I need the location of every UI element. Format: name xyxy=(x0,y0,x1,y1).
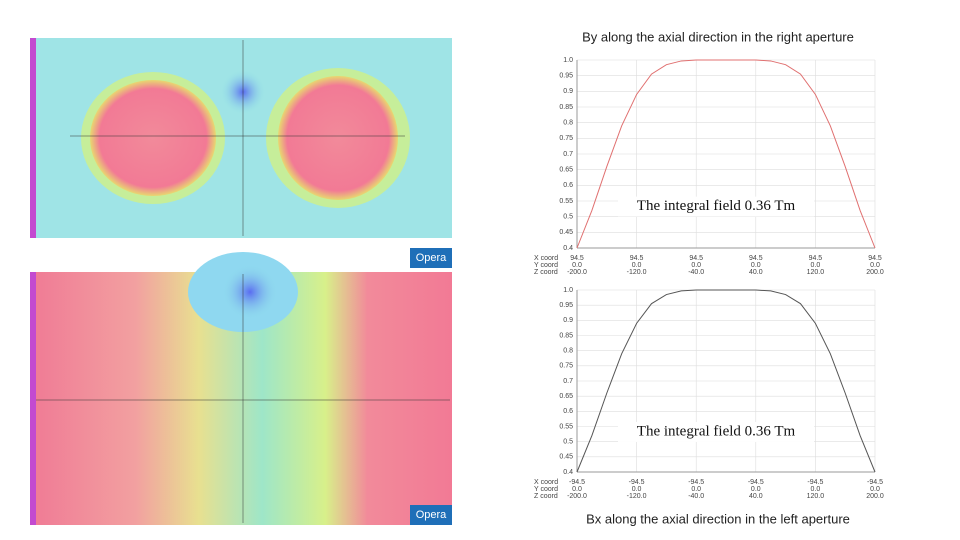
y-tick-label: 0.7 xyxy=(563,151,573,158)
x-row-name: Y coord xyxy=(534,486,558,493)
x-tick-row-label: 0.0 xyxy=(691,262,701,269)
y-tick-label: 0.75 xyxy=(559,135,573,142)
x-tick-row-label: 94.5 xyxy=(689,255,703,262)
x-tick-label: 120.0 xyxy=(807,269,825,276)
annotation-bg xyxy=(618,196,814,217)
x-tick-label: -200.0 xyxy=(567,269,587,276)
x-tick-row-label: -94.5 xyxy=(569,479,585,486)
y-tick-label: 0.55 xyxy=(559,198,573,205)
x-tick-row-label: 94.5 xyxy=(570,255,584,262)
y-tick-label: 0.85 xyxy=(559,104,573,111)
x-tick-row-label: 0.0 xyxy=(632,262,642,269)
x-row-name: X coord xyxy=(534,479,558,486)
x-tick-label: 200.0 xyxy=(866,269,884,276)
x-row-name: Y coord xyxy=(534,262,558,269)
x-tick-label: -120.0 xyxy=(627,269,647,276)
y-tick-label: 0.65 xyxy=(559,167,573,174)
y-tick-label: 0.5 xyxy=(563,439,573,446)
annotation: The integral field 0.36 Tm xyxy=(637,198,796,214)
x-tick-label: -200.0 xyxy=(567,493,587,500)
y-tick-label: 0.65 xyxy=(559,393,573,400)
annotation: The integral field 0.36 Tm xyxy=(637,423,796,439)
x-tick-label: -40.0 xyxy=(688,493,704,500)
y-tick-label: 0.8 xyxy=(563,120,573,127)
chart-title: By along the axial direction in the righ… xyxy=(582,29,854,44)
line-chart: By along the axial direction in the righ… xyxy=(534,29,884,275)
y-tick-label: 0.7 xyxy=(563,378,573,385)
y-tick-label: 0.45 xyxy=(559,229,573,236)
badge-bg xyxy=(410,248,452,268)
x-tick-label: 40.0 xyxy=(749,269,763,276)
x-tick-label: -40.0 xyxy=(688,269,704,276)
y-tick-label: 0.45 xyxy=(559,454,573,461)
x-tick-label: -120.0 xyxy=(627,493,647,500)
y-tick-label: 0.95 xyxy=(559,302,573,309)
x-tick-row-label: -94.5 xyxy=(748,479,764,486)
field-map-bottom xyxy=(30,252,452,525)
y-tick-label: 0.95 xyxy=(559,73,573,80)
x-tick-row-label: -94.5 xyxy=(688,479,704,486)
x-tick-row-label: -94.5 xyxy=(807,479,823,486)
x-tick-row-label: 0.0 xyxy=(572,486,582,493)
x-tick-row-label: 0.0 xyxy=(691,486,701,493)
line-chart: Bx along the axial direction in the left… xyxy=(534,287,884,527)
y-tick-label: 1.0 xyxy=(563,57,573,64)
y-tick-label: 0.5 xyxy=(563,214,573,221)
x-tick-label: 120.0 xyxy=(807,493,825,500)
y-tick-label: 0.75 xyxy=(559,363,573,370)
x-tick-row-label: 0.0 xyxy=(811,262,821,269)
x-tick-row-label: 0.0 xyxy=(811,486,821,493)
x-tick-row-label: 94.5 xyxy=(749,255,763,262)
y-tick-label: 0.9 xyxy=(563,88,573,95)
x-tick-row-label: 0.0 xyxy=(870,262,880,269)
x-tick-row-label: 0.0 xyxy=(751,486,761,493)
x-tick-label: 40.0 xyxy=(749,493,763,500)
y-tick-label: 0.4 xyxy=(563,469,573,476)
x-tick-row-label: -94.5 xyxy=(629,479,645,486)
y-tick-label: 0.4 xyxy=(563,245,573,252)
annotation-bg xyxy=(618,421,814,442)
badge-label: Opera xyxy=(416,252,447,264)
series-line xyxy=(576,59,876,249)
y-tick-label: 1.0 xyxy=(563,287,573,294)
x-row-name: X coord xyxy=(534,255,558,262)
x-tick-row-label: -94.5 xyxy=(867,479,883,486)
badge-bg xyxy=(410,505,452,525)
x-tick-label: 200.0 xyxy=(866,493,884,500)
x-tick-row-label: 0.0 xyxy=(632,486,642,493)
x-axis-label: Z coord xyxy=(534,269,558,276)
x-tick-row-label: 94.5 xyxy=(809,255,823,262)
field-map-top xyxy=(30,38,452,238)
x-tick-row-label: 94.5 xyxy=(630,255,644,262)
chart-title: Bx along the axial direction in the left… xyxy=(586,511,850,526)
y-tick-label: 0.55 xyxy=(559,423,573,430)
y-tick-label: 0.6 xyxy=(563,408,573,415)
y-tick-label: 0.9 xyxy=(563,317,573,324)
series-line xyxy=(576,289,876,473)
x-axis-label: Z coord xyxy=(534,493,558,500)
badge-label: Opera xyxy=(416,509,447,521)
x-tick-row-label: 0.0 xyxy=(870,486,880,493)
x-tick-row-label: 0.0 xyxy=(751,262,761,269)
x-tick-row-label: 94.5 xyxy=(868,255,882,262)
y-tick-label: 0.8 xyxy=(563,348,573,355)
x-tick-row-label: 0.0 xyxy=(572,262,582,269)
y-tick-label: 0.85 xyxy=(559,332,573,339)
y-tick-label: 0.6 xyxy=(563,182,573,189)
